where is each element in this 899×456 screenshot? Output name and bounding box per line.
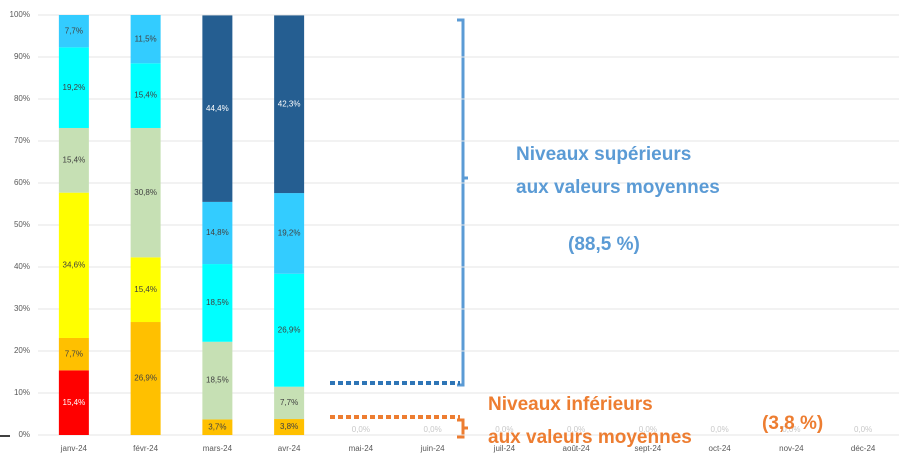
y-tick-label: 10% — [14, 388, 30, 397]
data-label: 0,0% — [639, 425, 657, 434]
y-tick-label: 0% — [18, 430, 30, 439]
annotation: (3,8 %) — [762, 413, 823, 434]
bar-segment — [274, 273, 305, 387]
bar-segment — [58, 127, 89, 193]
bar-segment — [202, 15, 233, 202]
data-label: 19,2% — [63, 83, 86, 92]
bar-segment — [130, 322, 161, 435]
x-tick-label: janv-24 — [60, 444, 88, 453]
bar-segment — [202, 264, 233, 342]
annotation: Niveaux inférieurs — [488, 394, 653, 415]
y-tick-label: 50% — [14, 220, 30, 229]
x-tick-label: août-24 — [563, 444, 591, 453]
y-tick-label: 60% — [14, 178, 30, 187]
x-tick-label: févr-24 — [133, 444, 158, 453]
data-label: 3,7% — [208, 422, 226, 431]
annotation: Niveaux supérieurs — [516, 144, 691, 165]
data-label: 34,6% — [63, 260, 86, 269]
data-label: 0,0% — [854, 425, 872, 434]
data-label: 15,4% — [134, 91, 157, 100]
x-tick-label: sept-24 — [635, 444, 662, 453]
upper-bracket — [457, 18, 468, 387]
bar-segment — [58, 47, 89, 128]
bar-segment — [58, 337, 89, 371]
bar-segment — [58, 15, 89, 48]
x-tick-label: avr-24 — [278, 444, 301, 453]
data-label: 11,5% — [135, 34, 157, 43]
data-label: 0,0% — [352, 425, 370, 434]
bar-segment — [202, 419, 233, 435]
x-tick-label: mai-24 — [349, 444, 374, 453]
data-label: 15,4% — [134, 285, 157, 294]
bar-segment — [130, 127, 161, 258]
data-label: 15,4% — [63, 398, 86, 407]
data-label: 3,8% — [280, 422, 298, 431]
bar-segment — [274, 15, 305, 194]
annotation: (88,5 %) — [568, 234, 640, 255]
y-tick-label: 100% — [10, 10, 30, 19]
data-label: 44,4% — [206, 104, 229, 113]
bar-segment — [202, 341, 233, 420]
y-tick-label: 80% — [14, 94, 30, 103]
y-tick-label: 30% — [14, 304, 30, 313]
x-tick-label: mars-24 — [203, 444, 233, 453]
data-label: 18,5% — [206, 298, 229, 307]
y-tick-label: 90% — [14, 52, 30, 61]
data-label: 0,0% — [495, 425, 513, 434]
bar-segment — [202, 201, 233, 265]
data-label: 26,9% — [134, 374, 157, 383]
data-label: 19,2% — [278, 229, 301, 238]
data-label: 30,8% — [134, 188, 157, 197]
bar-segment — [130, 63, 161, 128]
data-label: 15,4% — [63, 155, 86, 164]
x-tick-label: oct-24 — [709, 444, 732, 453]
data-label: 0,0% — [782, 425, 800, 434]
y-tick-label: 20% — [14, 346, 30, 355]
data-label: 7,7% — [65, 26, 83, 35]
y-tick-label: 40% — [14, 262, 30, 271]
bar-segment — [274, 419, 305, 435]
x-tick-label: juin-24 — [420, 444, 446, 453]
data-label: 18,5% — [206, 376, 229, 385]
data-label: 7,7% — [280, 398, 298, 407]
bar-segment — [130, 15, 161, 64]
x-tick-label: juil-24 — [493, 444, 516, 453]
bar-segment — [58, 370, 89, 435]
bar-segment — [58, 192, 89, 338]
annotation: aux valeurs moyennes — [488, 427, 692, 448]
y-tick-label: 70% — [14, 136, 30, 145]
lower-bracket — [457, 418, 468, 439]
data-label: 42,3% — [278, 99, 301, 108]
data-label: 0,0% — [711, 425, 729, 434]
data-label: 26,9% — [278, 325, 301, 334]
data-label: 14,8% — [206, 228, 229, 237]
bar-segment — [274, 386, 305, 420]
bar-segment — [274, 193, 305, 274]
bar-segment — [130, 257, 161, 323]
data-label: 7,7% — [65, 349, 83, 358]
annotation: aux valeurs moyennes — [516, 177, 720, 198]
x-tick-label: nov-24 — [779, 444, 804, 453]
brackets — [330, 18, 468, 439]
data-label: 0,0% — [567, 425, 585, 434]
x-tick-label: déc-24 — [851, 444, 876, 453]
data-label: 0,0% — [424, 425, 442, 434]
